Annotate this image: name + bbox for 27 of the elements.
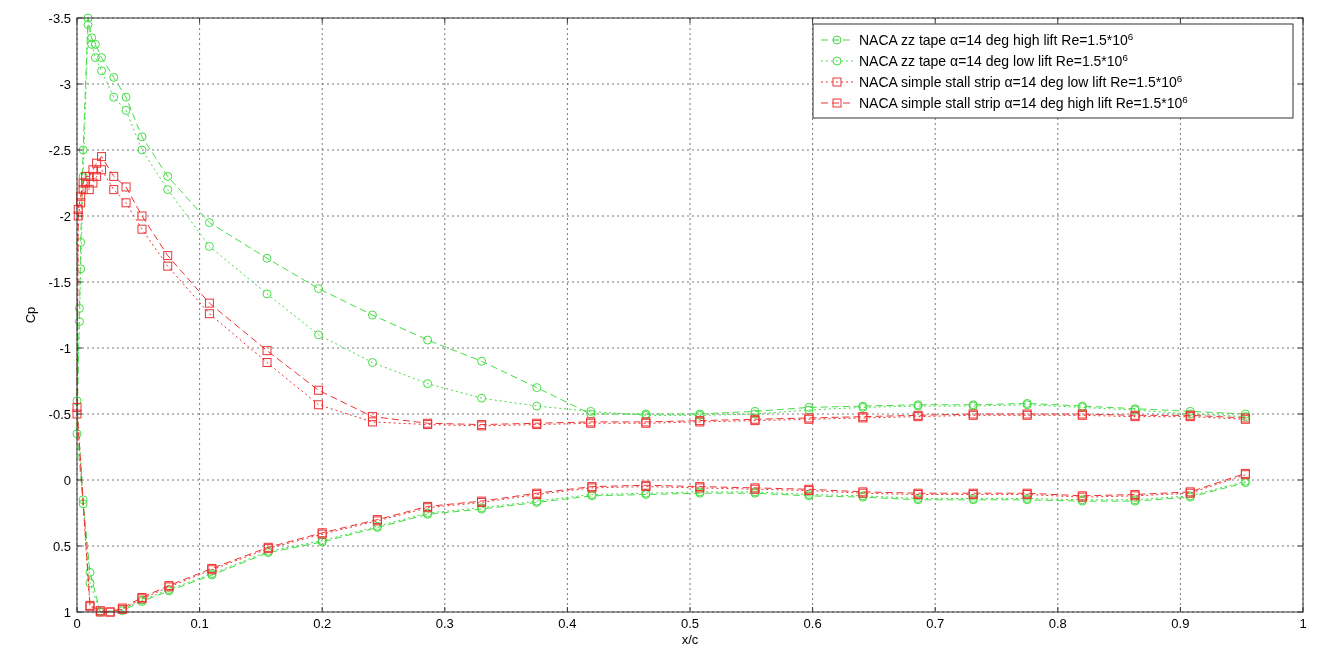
y-tick-label: -2 xyxy=(59,209,71,224)
legend-label: NACA simple stall strip α=14 deg low lift Re=1.5*10$^{6}$ xyxy=(859,72,1183,90)
legend-label: NACA zz tape α=14 deg high lift Re=1.5*10$^{6}$ xyxy=(859,30,1134,48)
y-tick-label: -0.5 xyxy=(48,407,71,422)
y-tick-label: -3 xyxy=(59,77,71,92)
x-axis-title: x/c xyxy=(681,632,699,647)
x-tick-label: 0.6 xyxy=(803,616,822,631)
y-axis-title: Cp xyxy=(23,306,38,324)
y-tick-label: 0 xyxy=(63,473,71,488)
y-tick-label: 0.5 xyxy=(52,539,71,554)
x-tick-label: 0.2 xyxy=(313,616,332,631)
legend-label: NACA simple stall strip α=14 deg high lift Re=1.5*10$^{6}$ xyxy=(859,93,1189,111)
legend-label: NACA zz tape α=14 deg low lift Re=1.5*10$^{6}$ xyxy=(859,51,1129,69)
y-tick-label: -2.5 xyxy=(48,143,71,158)
x-tick-label: 0 xyxy=(73,616,81,631)
y-tick-label: -1.5 xyxy=(48,275,71,290)
x-tick-label: 0.9 xyxy=(1171,616,1190,631)
y-tick-label: 1 xyxy=(63,605,71,620)
x-tick-label: 0.3 xyxy=(435,616,454,631)
x-tick-label: 0.1 xyxy=(190,616,209,631)
x-tick-label: 0.7 xyxy=(926,616,945,631)
y-tick-label: -3.5 xyxy=(48,11,71,26)
x-tick-label: 1 xyxy=(1299,616,1307,631)
x-tick-label: 0.5 xyxy=(680,616,700,631)
x-tick-label: 0.8 xyxy=(1048,616,1067,631)
x-tick-label: 0.4 xyxy=(558,616,577,631)
y-tick-label: -1 xyxy=(59,341,71,356)
